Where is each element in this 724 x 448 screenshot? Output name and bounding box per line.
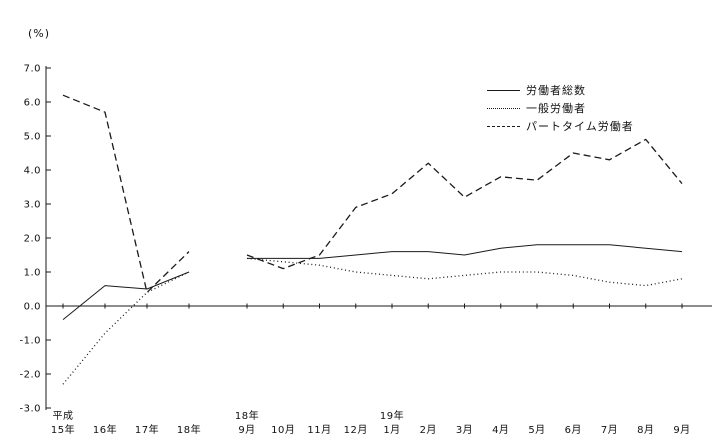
x-axis-year-label: 18年 (235, 409, 259, 422)
x-axis-year-label: 19年 (380, 409, 404, 422)
x-tick-label: 1月 (383, 424, 400, 436)
x-tick-label: 5月 (528, 424, 545, 436)
x-tick-label: 18年 (177, 423, 201, 436)
x-tick-label: 7月 (601, 424, 618, 436)
x-tick-label: 15年 (51, 423, 75, 436)
y-tick-label: 4.0 (24, 166, 41, 177)
series-line-dashed-annual (62, 94, 190, 294)
legend-label-parttime-workers: パートタイム労働者 (526, 120, 634, 133)
x-tick-label: 9月 (238, 424, 255, 436)
legend-item-general-workers: 一般労働者 (487, 99, 634, 117)
x-tick-label: 8月 (637, 424, 654, 436)
y-tick-label: -2.0 (19, 370, 41, 381)
series-line-solid-annual (62, 271, 190, 320)
y-tick-label: -1.0 (19, 336, 41, 347)
legend-label-general-workers: 一般労働者 (526, 102, 586, 115)
series-line-dotted-monthly (246, 257, 683, 287)
series-line-dashed-monthly (246, 138, 683, 270)
x-tick-label: 2月 (420, 424, 437, 436)
series-line-solid-monthly (247, 244, 683, 259)
series-line-dotted-annual (62, 271, 190, 385)
x-tick-label: 10月 (271, 424, 295, 436)
x-tick-label: 4月 (492, 424, 509, 436)
legend-line-sample-dashed-icon (487, 125, 520, 127)
legend-line-sample-solid-icon (487, 89, 520, 91)
legend-item-total-workers: 労働者総数 (487, 81, 634, 99)
y-tick-label: 2.0 (24, 234, 41, 245)
legend-item-parttime-workers: パートタイム労働者 (487, 117, 634, 135)
x-tick-label: 12月 (344, 424, 368, 436)
y-tick-label: 1.0 (24, 268, 41, 279)
y-tick-label: -3.0 (19, 404, 41, 415)
y-tick-label: 7.0 (24, 64, 41, 75)
x-tick-label: 11月 (307, 424, 331, 436)
x-tick-label: 3月 (456, 424, 473, 436)
y-tick-label: 5.0 (24, 132, 41, 143)
x-axis-year-label: 平成 (53, 410, 74, 422)
y-tick-label: 0.0 (24, 302, 41, 313)
x-tick-label: 9月 (673, 424, 690, 436)
y-axis-unit-label: (%) (28, 27, 51, 40)
x-tick-label: 6月 (565, 424, 582, 436)
x-tick-label: 16年 (93, 423, 117, 436)
legend-line-sample-dotted-icon (487, 107, 520, 109)
legend-label-total-workers: 労働者総数 (526, 84, 586, 97)
y-tick-label: 3.0 (24, 200, 41, 211)
x-tick-label: 17年 (135, 423, 159, 436)
y-tick-label: 6.0 (24, 98, 41, 109)
legend: 労働者総数 一般労働者 パートタイム労働者 (487, 81, 634, 135)
